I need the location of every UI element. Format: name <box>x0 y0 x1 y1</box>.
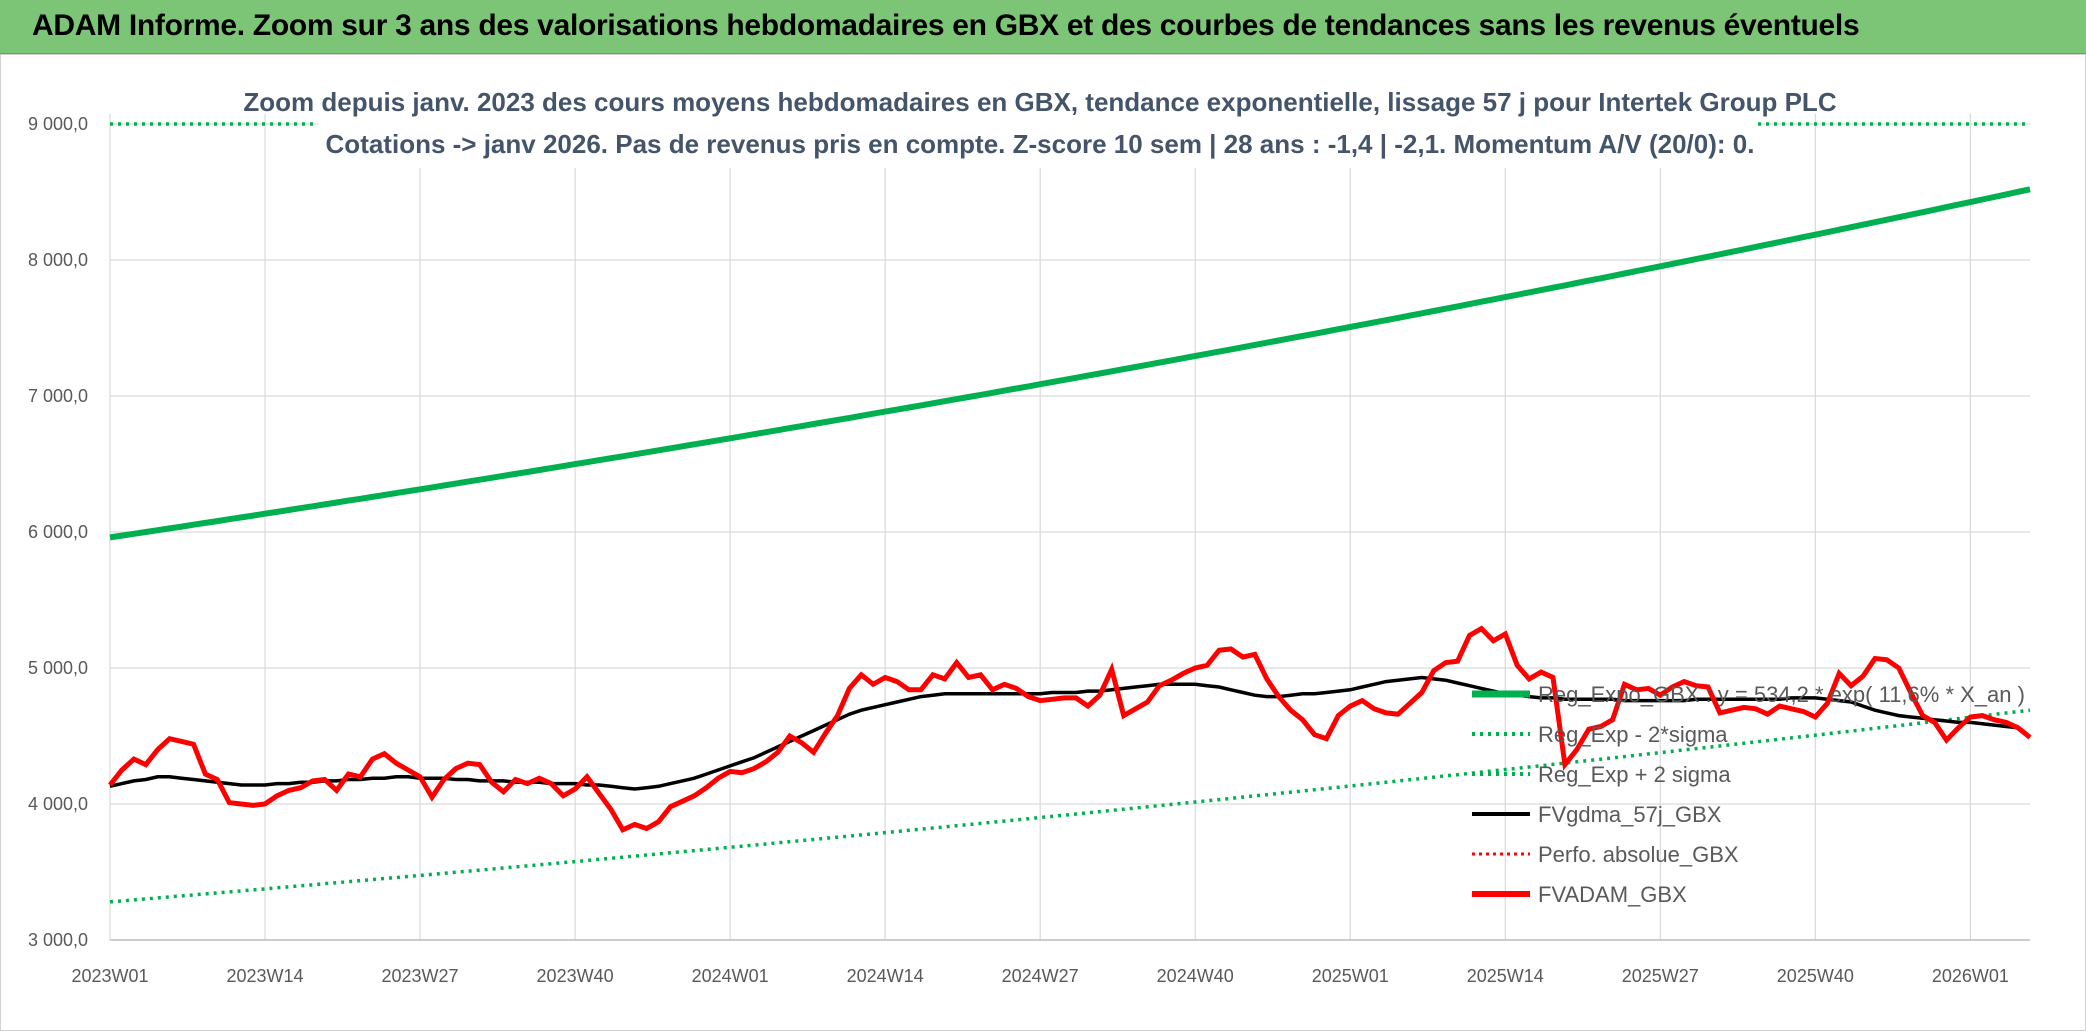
y-axis-ticks: 3 000,0 4 000,0 5 000,0 6 000,0 7 000,0 8 000… <box>28 114 88 950</box>
x-tick-label: 2025W40 <box>1777 966 1854 986</box>
chart-subtitle-line1: Zoom depuis janv. 2023 des cours moyens … <box>243 87 1836 117</box>
y-tick-label: 3 000,0 <box>28 930 88 950</box>
x-axis-ticks: 2023W01 2023W14 2023W27 2023W40 2024W01 2024W… <box>71 966 2008 986</box>
x-tick-label: 2023W01 <box>71 966 148 986</box>
y-tick-label: 9 000,0 <box>28 114 88 134</box>
x-tick-label: 2024W27 <box>1002 966 1079 986</box>
x-tick-label: 2025W14 <box>1467 966 1544 986</box>
page-title: ADAM Informe. Zoom sur 3 ans des valoris… <box>32 9 1860 42</box>
y-tick-label: 7 000,0 <box>28 386 88 406</box>
legend-label: FVgdma_57j_GBX <box>1538 802 1722 827</box>
x-tick-label: 2023W14 <box>226 966 303 986</box>
x-tick-label: 2024W40 <box>1157 966 1234 986</box>
chart-subtitle-line2: Cotations -> janv 2026. Pas de revenus p… <box>326 129 1755 159</box>
legend-label: FVADAM_GBX <box>1538 882 1687 907</box>
y-tick-label: 8 000,0 <box>28 250 88 270</box>
x-tick-label: 2023W27 <box>382 966 459 986</box>
lower-band-line <box>109 708 2031 904</box>
x-tick-label: 2023W40 <box>537 966 614 986</box>
subtitle-backdrop <box>318 82 1758 168</box>
grid <box>109 114 2030 941</box>
x-tick-label: 2025W27 <box>1622 966 1699 986</box>
gdma-line <box>109 675 2019 791</box>
legend: Reg_Expo_GBX : y = 534,2 * exp( 11,6% * … <box>1472 682 2025 907</box>
legend-label: Reg_Expo_GBX : y = 534,2 * exp( 11,6% * … <box>1538 682 2025 707</box>
header-banner: ADAM Informe. Zoom sur 3 ans des valoris… <box>0 0 2086 54</box>
y-tick-label: 4 000,0 <box>28 794 88 814</box>
regression-line <box>109 186 2031 541</box>
legend-label: Reg_Exp - 2*sigma <box>1538 722 1728 747</box>
legend-label: Reg_Exp + 2 sigma <box>1538 762 1731 787</box>
y-tick-label: 5 000,0 <box>28 658 88 678</box>
x-tick-label: 2025W01 <box>1312 966 1389 986</box>
price-line <box>108 625 2032 834</box>
x-tick-label: 2024W14 <box>847 966 924 986</box>
y-tick-label: 6 000,0 <box>28 522 88 542</box>
legend-label: Perfo. absolue_GBX <box>1538 842 1739 867</box>
x-tick-label: 2024W01 <box>692 966 769 986</box>
x-tick-label: 2026W01 <box>1932 966 2009 986</box>
series-lines <box>108 122 2032 904</box>
